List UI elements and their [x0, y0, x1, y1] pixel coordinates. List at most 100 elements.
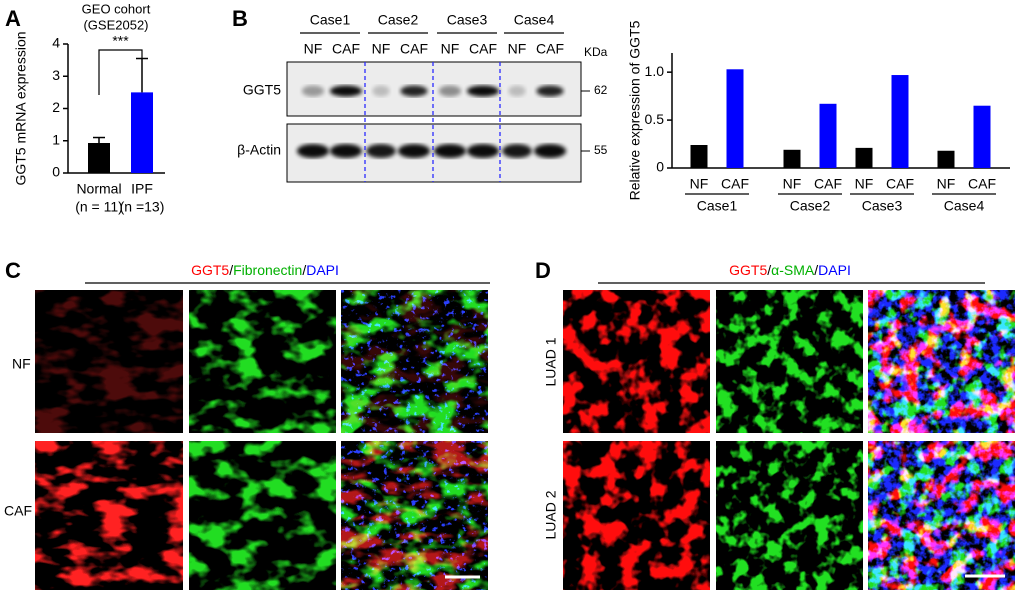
micrograph	[868, 290, 1015, 433]
bar	[891, 75, 909, 168]
group-label: Case3	[862, 198, 903, 214]
bar	[726, 69, 744, 168]
blot-band	[466, 85, 500, 97]
stain-name: GGT5	[191, 262, 229, 278]
stain-layer	[868, 290, 1015, 433]
group-label: Case2	[790, 198, 831, 214]
chart-title: (GSE2052)	[83, 17, 148, 32]
x-tick-label: NF	[690, 176, 709, 192]
lane-label: CAF	[536, 41, 564, 57]
y-axis-label: Relative expression of GGT5	[627, 20, 643, 200]
stain-layer	[716, 441, 863, 590]
blot-band	[372, 85, 390, 97]
y-axis-label: GGT5 mRNA expression	[13, 31, 29, 185]
blot-band	[508, 85, 526, 97]
x-tick-note: (n =13)	[120, 199, 165, 215]
stain-layer	[563, 290, 710, 433]
blot-band	[301, 85, 325, 97]
micrograph	[341, 290, 488, 433]
bar	[88, 143, 110, 173]
stain-layer	[341, 290, 488, 433]
case-label: Case4	[514, 12, 555, 28]
blot-band	[366, 144, 396, 158]
micrograph	[189, 441, 336, 590]
blot-band	[502, 144, 532, 158]
lane-label: NF	[508, 41, 527, 57]
stain-name: α-SMA	[771, 262, 815, 278]
lane-label: CAF	[469, 41, 497, 57]
x-tick-label: NF	[937, 176, 956, 192]
micrograph	[35, 441, 183, 590]
y-tick-label: 3	[52, 67, 60, 83]
x-tick-label: IPF	[131, 181, 153, 197]
stain-layer	[716, 290, 863, 433]
group-label: Case1	[697, 198, 738, 214]
micrograph	[716, 290, 863, 433]
micrograph	[868, 441, 1015, 590]
blot-band	[433, 144, 467, 158]
lane-label: CAF	[400, 41, 428, 57]
x-tick-label: NF	[855, 176, 874, 192]
micrograph	[563, 441, 710, 590]
x-tick-label: CAF	[814, 176, 842, 192]
x-tick-label: NF	[783, 176, 802, 192]
stain-layer	[35, 441, 183, 590]
panel-label: D	[535, 258, 551, 283]
row-label: CAF	[4, 503, 32, 519]
y-tick-label: 4	[52, 35, 60, 51]
x-tick-label: CAF	[886, 176, 914, 192]
x-tick-note: (n = 11)	[75, 199, 123, 215]
blot-band	[397, 144, 431, 158]
bar	[131, 92, 153, 173]
panel-label: C	[5, 258, 21, 283]
micrograph	[189, 290, 336, 433]
micrograph	[563, 290, 710, 433]
lane-label: NF	[441, 41, 460, 57]
blot-band	[438, 85, 462, 97]
y-tick-label: 0.5	[645, 111, 665, 127]
stain-name: /	[229, 262, 233, 278]
stain-layer	[563, 441, 710, 590]
x-tick-label: CAF	[968, 176, 996, 192]
chart-title: GEO cohort	[82, 1, 151, 16]
bar	[973, 105, 991, 168]
marker-label: 62	[594, 83, 608, 97]
blot-band	[329, 85, 363, 97]
lane-label: CAF	[332, 41, 360, 57]
blot-band	[296, 144, 330, 158]
group-label: Case4	[944, 198, 985, 214]
blot-band	[466, 144, 500, 158]
stain-name: GGT5	[729, 262, 767, 278]
panel-label: A	[5, 6, 21, 31]
bar	[937, 150, 955, 168]
micrograph	[35, 290, 183, 433]
stain-header: GGT5/α-SMA/DAPI	[729, 262, 851, 278]
unit-label: KDa	[584, 45, 608, 59]
y-tick-label: 1.0	[645, 63, 665, 79]
stain-name: /	[302, 262, 306, 278]
stain-layer	[868, 441, 1015, 590]
stain-header: GGT5/Fibronectin/DAPI	[191, 262, 339, 278]
case-label: Case3	[447, 12, 488, 28]
stain-name: /	[767, 262, 771, 278]
blot-band	[400, 85, 428, 97]
stain-layer	[35, 290, 183, 433]
bar	[783, 149, 801, 168]
significance: ***	[112, 33, 129, 49]
lane-label: NF	[372, 41, 391, 57]
stain-layer	[341, 441, 488, 590]
bar	[690, 145, 708, 168]
y-tick-label: 1	[52, 131, 60, 147]
bar	[855, 147, 873, 168]
case-label: Case2	[378, 12, 419, 28]
stain-name: DAPI	[818, 262, 851, 278]
micrograph	[341, 441, 488, 590]
x-tick-label: CAF	[721, 176, 749, 192]
stain-layer	[189, 290, 336, 433]
row-label: LUAD 2	[543, 490, 559, 539]
blot-band	[329, 144, 363, 158]
case-label: Case1	[310, 12, 351, 28]
stain-name: /	[814, 262, 818, 278]
row-label: LUAD 1	[543, 337, 559, 386]
